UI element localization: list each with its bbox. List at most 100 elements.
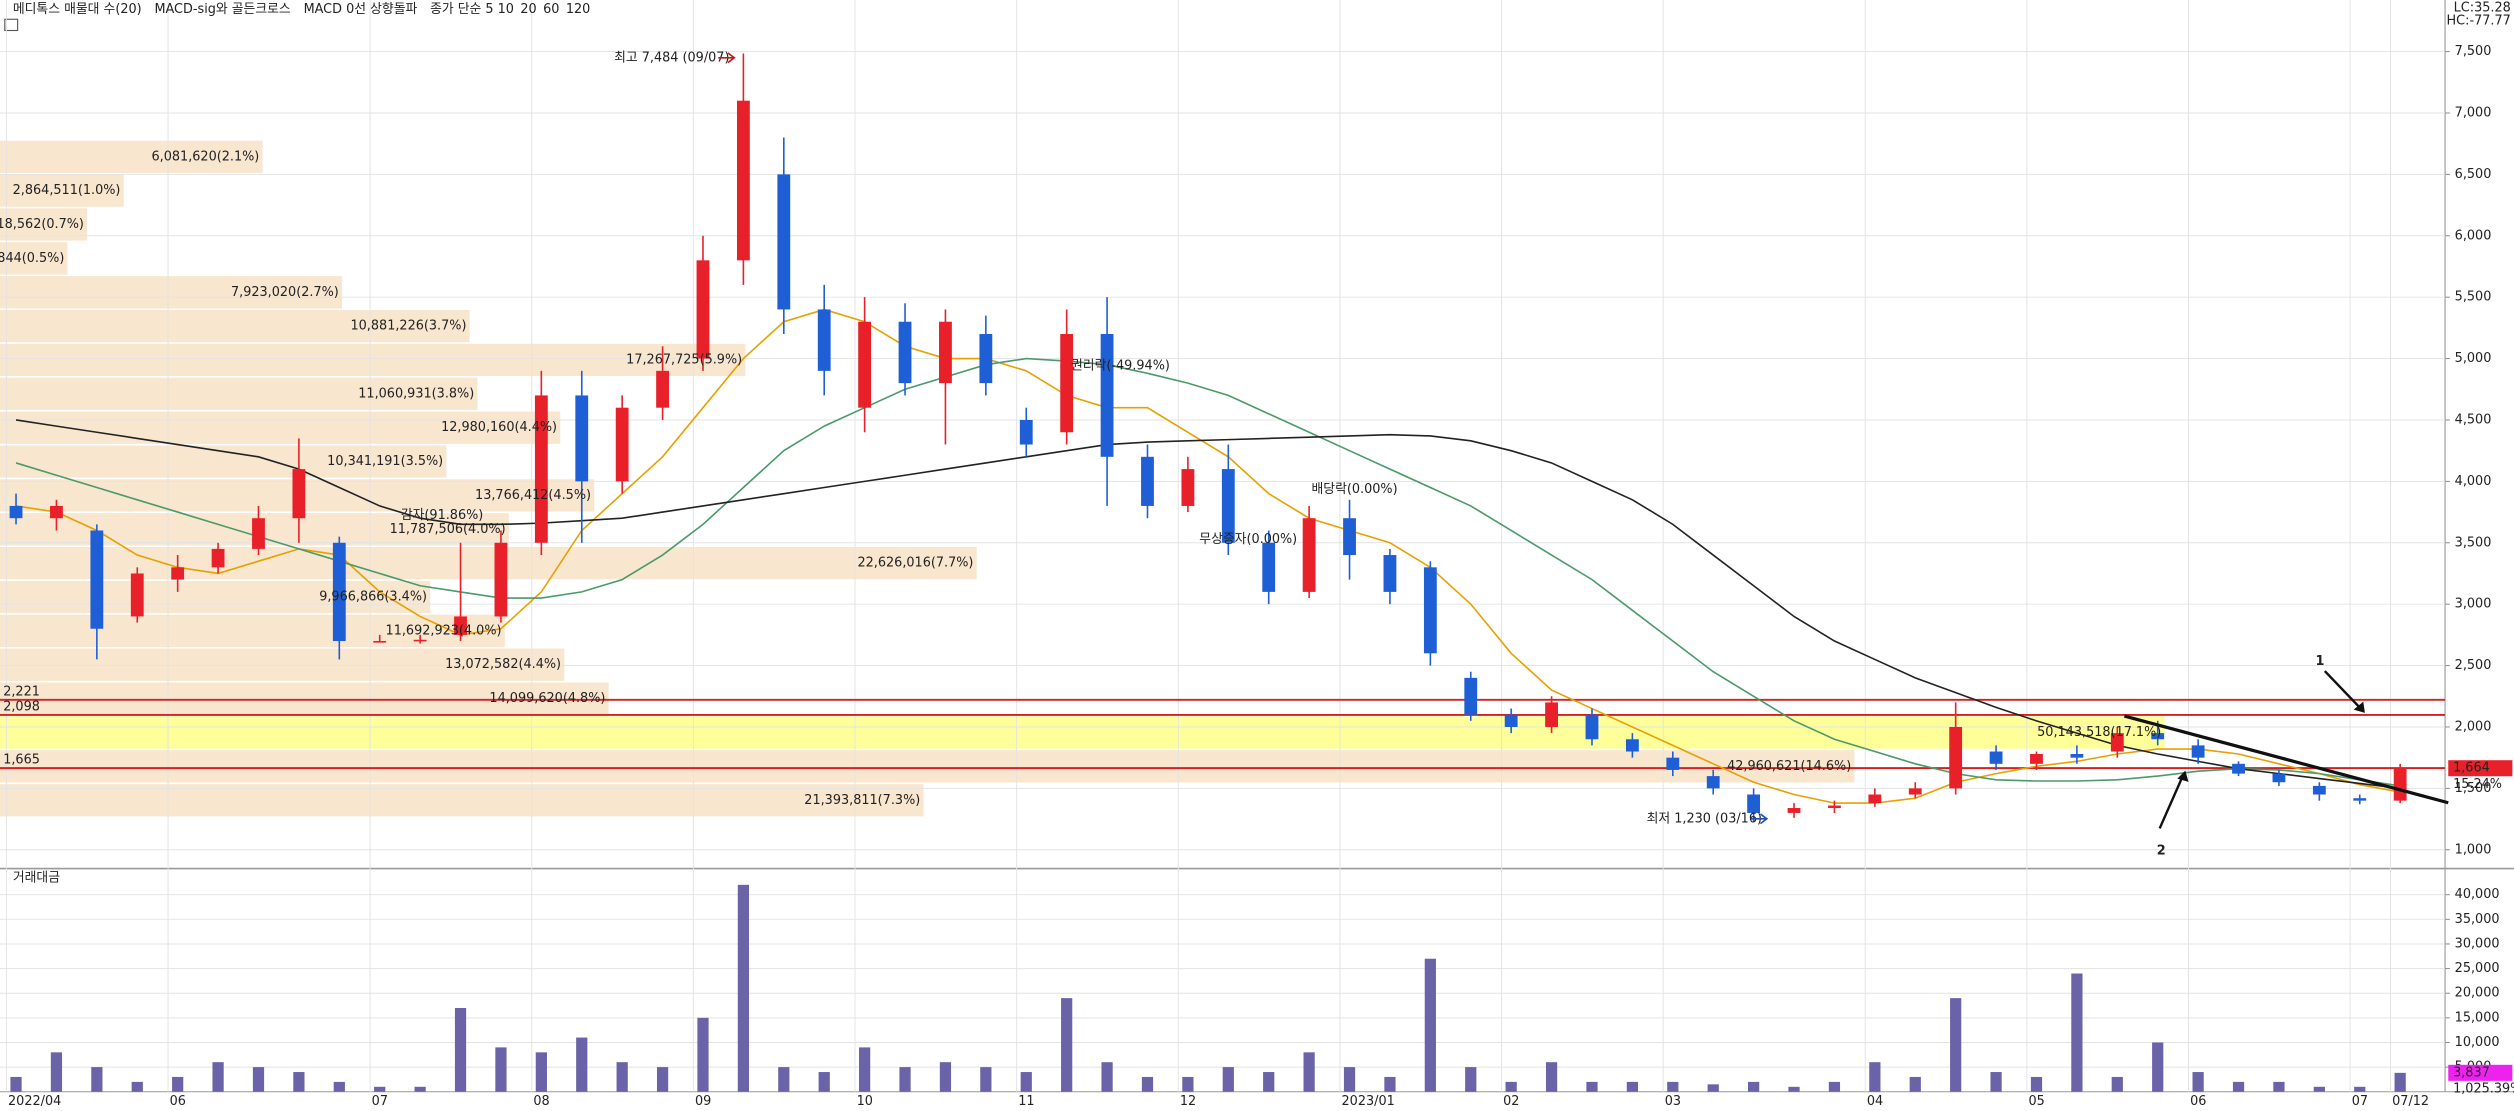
volume-bar — [1950, 998, 1962, 1092]
volume-profile-bar — [0, 140, 263, 173]
candle-body — [1141, 456, 1154, 506]
candle-body — [1262, 542, 1276, 592]
volume-bar — [252, 1067, 265, 1092]
y-tick-label: 25,000 — [2455, 961, 2500, 976]
candle-body — [534, 395, 548, 543]
volume-profile-label: 11,692,923(4.0%) — [386, 623, 502, 638]
candle-body — [1423, 567, 1437, 654]
volume-profile-bar — [0, 580, 431, 614]
volume-profile-bar — [0, 784, 924, 817]
volume-profile-bar — [0, 343, 746, 377]
volume-profile-label: 42,960,621(14.6%) — [1727, 759, 1851, 774]
hand-marker: 2 — [2157, 843, 2166, 858]
candle-body — [2191, 745, 2205, 758]
volume-profile-label: 13,072,582(4.4%) — [445, 657, 561, 672]
volume-bar — [131, 1081, 143, 1092]
candle-body — [1949, 726, 1963, 789]
y-tick-label: 20,000 — [2455, 986, 2500, 1001]
y-tick-label: 5,000 — [2455, 351, 2492, 366]
x-tick-label: 06 — [2190, 1094, 2206, 1109]
y-tick-label: 2,500 — [2455, 658, 2492, 673]
volume-bar — [1141, 1076, 1154, 1092]
candle-body — [1787, 808, 1801, 813]
y-tick-label: 7,000 — [2455, 105, 2492, 120]
candle-body — [817, 309, 831, 371]
candle-body — [1585, 714, 1599, 740]
panel-icon[interactable] — [4, 18, 19, 32]
volume-bar — [374, 1086, 386, 1092]
y-tick-label: 7,500 — [2455, 44, 2492, 59]
volume-profile-bar — [0, 208, 88, 241]
volume-bar — [939, 1062, 952, 1092]
volume-bar — [2192, 1072, 2204, 1092]
x-tick-label: 06 — [170, 1094, 186, 1109]
volume-bar — [1707, 1084, 1719, 1092]
volume-bar — [1869, 1062, 1881, 1092]
volume-profile-label: 17,267,725(5.9%) — [626, 352, 742, 367]
volume-bar — [50, 1052, 63, 1092]
candle-body — [2393, 768, 2407, 801]
volume-bar — [293, 1072, 305, 1092]
x-tick-label: 02 — [1503, 1094, 1519, 1109]
marker-arrow-head — [2353, 701, 2365, 713]
marker-arrow-head — [2177, 770, 2189, 782]
volume-bar — [980, 1067, 992, 1092]
volume-change-label: 1,025.39% — [2453, 1081, 2514, 1096]
candle-body — [9, 505, 23, 519]
y-tick-label: 3,500 — [2455, 535, 2492, 550]
candle-body — [50, 505, 63, 519]
volume-bar — [1748, 1081, 1760, 1092]
candle-body — [292, 469, 306, 519]
chart-annotation: 최고 7,484 (09/07) — [614, 50, 729, 65]
price-change-label: 15.24% — [2453, 777, 2502, 792]
candle-body — [252, 518, 265, 549]
volume-bar — [495, 1047, 507, 1092]
candle-body — [1181, 469, 1195, 506]
volume-profile-label: 22,626,016(7.7%) — [857, 556, 973, 571]
volume-bar — [1303, 1052, 1315, 1092]
x-tick-label: 07/12 — [2392, 1094, 2429, 1109]
volume-bar — [2071, 973, 2083, 1092]
volume-profile-bar — [0, 682, 609, 715]
candle-body — [2232, 763, 2245, 774]
candle-body — [1666, 757, 1680, 770]
volume-bar — [656, 1067, 669, 1092]
marker-arrow — [2158, 773, 2185, 829]
volume-bar — [1626, 1081, 1639, 1092]
volume-profile-label: 12,980,160(4.4%) — [441, 420, 557, 435]
volume-bar — [91, 1067, 103, 1092]
candle-body — [656, 370, 669, 408]
x-tick-label: 04 — [1867, 1094, 1883, 1109]
volume-profile-label: 10,341,191(3.5%) — [327, 454, 443, 469]
y-tick-label: 1,000 — [2455, 842, 2492, 857]
candle-body — [2070, 753, 2084, 758]
volume-profile-bar — [0, 174, 124, 207]
volume-bar — [1182, 1076, 1194, 1092]
volume-bar — [2313, 1086, 2325, 1092]
candle-body — [332, 542, 346, 642]
volume-bar — [616, 1062, 628, 1092]
candle-body — [373, 641, 387, 643]
x-tick-label: 10 — [857, 1094, 873, 1109]
volume-profile-bar — [0, 750, 1855, 783]
volume-profile-bar — [0, 547, 977, 580]
candle-body — [130, 573, 144, 617]
level-label: 1,665 — [3, 753, 40, 768]
candle-body — [1706, 776, 1720, 789]
trend-line — [2123, 714, 2449, 805]
x-tick-label: 05 — [2028, 1094, 2044, 1109]
volume-bar — [333, 1081, 345, 1092]
volume-profile-label: 9,966,866(3.4%) — [319, 589, 427, 604]
hand-marker: 1 — [2316, 654, 2325, 669]
moving-average-line — [15, 357, 2401, 787]
candle-body — [1060, 334, 1074, 433]
volume-profile-bar — [0, 276, 343, 309]
volume-profile-label: 14,099,620(4.8%) — [489, 691, 605, 706]
y-tick-label: 6,000 — [2455, 228, 2492, 243]
volume-bar — [1101, 1062, 1113, 1092]
candle-body — [413, 639, 427, 642]
candle-body — [171, 567, 185, 580]
y-tick-label: 6,500 — [2455, 167, 2492, 182]
